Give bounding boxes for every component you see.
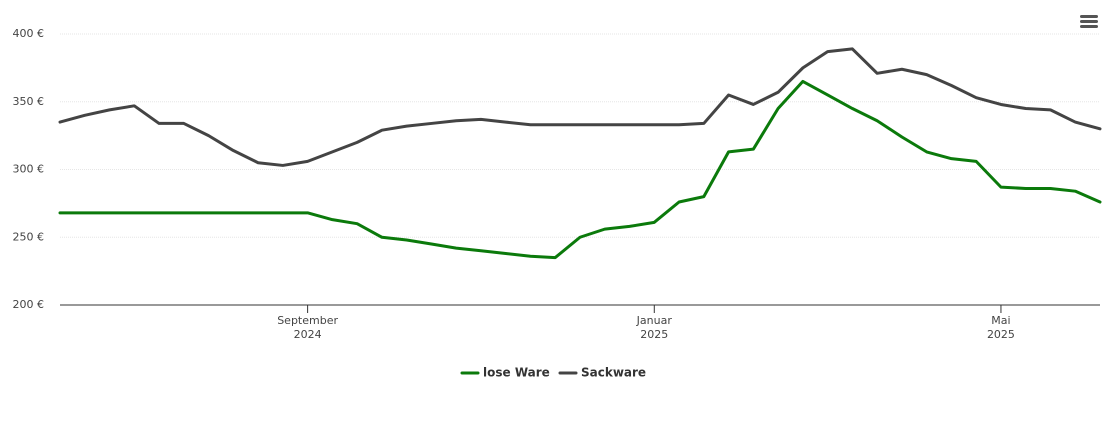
legend-label: Sackware — [581, 366, 646, 380]
series-line — [58, 47, 1102, 167]
legend-label: lose Ware — [483, 366, 550, 380]
y-tick-label: 300 € — [13, 163, 45, 176]
x-tick-label: Mai 2025 — [987, 314, 1015, 341]
legend-item[interactable]: Sackware — [558, 366, 646, 380]
x-tick-label: September 2024 — [277, 314, 338, 341]
y-tick-label: 250 € — [13, 230, 45, 243]
legend-item[interactable]: lose Ware — [460, 366, 550, 380]
y-tick-label: 200 € — [13, 298, 45, 311]
menu-button[interactable] — [1080, 15, 1098, 28]
y-tick-label: 350 € — [13, 95, 45, 108]
x-tick-label: Januar 2025 — [636, 314, 673, 341]
series-line — [58, 79, 1102, 260]
y-tick-label: 400 € — [13, 27, 45, 40]
